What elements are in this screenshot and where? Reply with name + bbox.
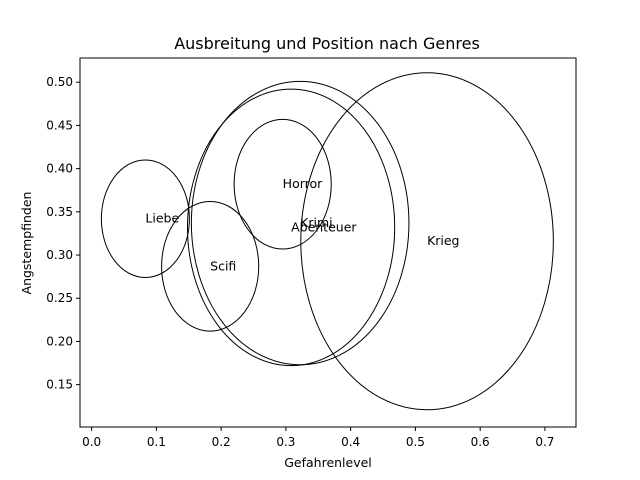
ellipse-liebe — [100, 159, 190, 278]
ellipse-scifi — [161, 200, 260, 332]
y-tick-label: 0.25 — [46, 291, 73, 305]
ellipse-label-krieg: Krieg — [427, 233, 459, 248]
y-tick-label: 0.45 — [46, 118, 73, 132]
ellipse-abenteuer — [186, 88, 396, 367]
plot-frame — [79, 57, 577, 428]
ellipse-horror — [233, 118, 332, 250]
y-tick-label: 0.30 — [46, 248, 73, 262]
ellipse-label-liebe: Liebe — [145, 211, 179, 226]
y-tick-label: 0.20 — [46, 334, 73, 348]
x-tick-label: 0.0 — [82, 435, 101, 449]
x-tick-label: 0.4 — [341, 435, 360, 449]
x-tick-label: 0.1 — [147, 435, 166, 449]
ellipse-krieg — [300, 72, 554, 411]
y-axis-ticks: 0.15 0.20 0.25 0.30 0.35 0.40 0.45 0.50 — [46, 75, 80, 392]
y-tick-label: 0.40 — [46, 162, 73, 176]
x-tick-label: 0.6 — [471, 435, 490, 449]
ellipse-label-scifi: Scifi — [210, 258, 236, 273]
x-tick-label: 0.2 — [212, 435, 231, 449]
y-axis-label: Angstempfinden — [19, 192, 34, 295]
ellipse-label-krimi: Krimi — [300, 215, 332, 230]
x-axis-ticks: 0.0 0.1 0.2 0.3 0.4 0.5 0.6 0.7 — [82, 427, 554, 449]
chart-title: Ausbreitung und Position nach Genres — [174, 34, 480, 53]
x-axis-label: Gefahrenlevel — [284, 455, 372, 470]
x-tick-label: 0.3 — [276, 435, 295, 449]
y-tick-label: 0.35 — [46, 205, 73, 219]
y-tick-label: 0.15 — [46, 378, 73, 392]
x-tick-label: 0.7 — [535, 435, 554, 449]
ellipse-label-horror: Horror — [283, 176, 323, 191]
y-tick-label: 0.50 — [46, 75, 73, 89]
ellipse-label-abenteuer: Abenteuer — [291, 219, 357, 234]
x-tick-label: 0.5 — [406, 435, 425, 449]
